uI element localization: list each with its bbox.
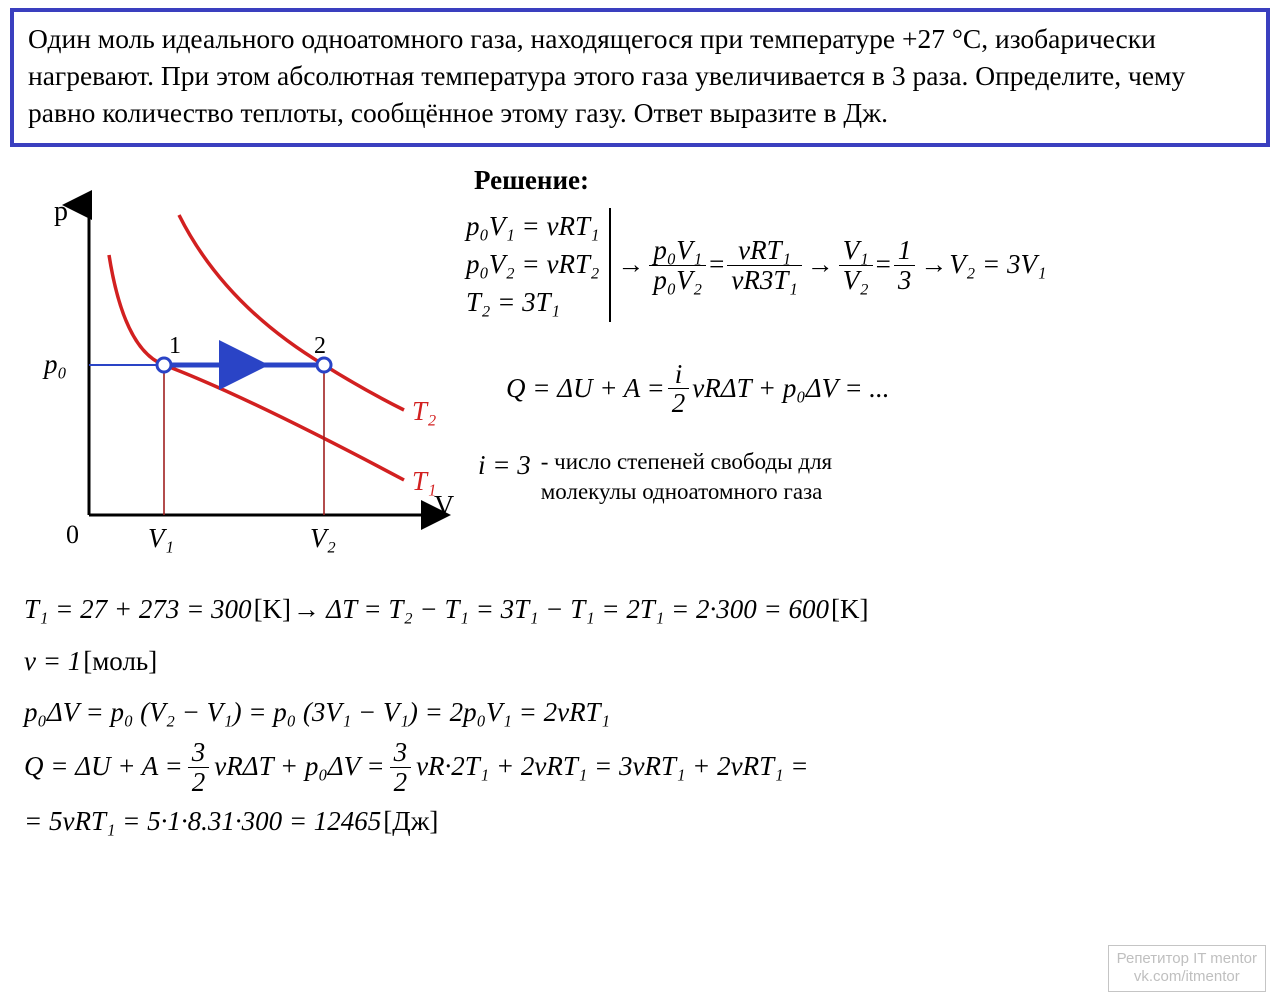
frac-i2: i 2 <box>668 360 690 418</box>
t2-label: T₂ <box>412 396 436 426</box>
watermark-title: Репетитор IT mentor <box>1117 950 1257 969</box>
calc-temperature: T₁ = 27 + 273 = 300[K] → ΔT = T₂ − T₁ = … <box>24 584 1256 635</box>
origin-label: 0 <box>66 520 79 549</box>
watermark-link: vk.com/itmentor <box>1117 968 1257 987</box>
degrees-of-freedom: i = 3 - число степеней свободы для молек… <box>466 447 1260 507</box>
calculation-steps: T₁ = 27 + 273 = 300[K] → ΔT = T₂ − T₁ = … <box>0 570 1280 847</box>
calc-moles: ν = 1[моль] <box>24 636 1256 687</box>
problem-text: Один моль идеального одноатомного газа, … <box>28 23 1185 128</box>
v2-label: V₂ <box>310 523 336 553</box>
calc-heat: Q = ΔU + A = 32 νRΔT + p₀ΔV = 32 νR·2T₁ … <box>24 738 1256 796</box>
frac-p0v: p₀V₁ p₀V₂ <box>649 236 706 294</box>
frac-result-ratio: 1 3 <box>894 236 916 294</box>
t1-label: T₁ <box>412 466 436 496</box>
point1-label: 1 <box>169 333 181 359</box>
point2-label: 2 <box>314 333 326 359</box>
p0-label: p₀ <box>42 349 67 379</box>
pv-diagram: p V 0 p₀ V₁ V₂ T₁ T₂ 1 2 <box>24 165 454 570</box>
solution-heading: Решение: <box>466 165 1260 196</box>
frac-V-ratio: V₁ V₂ <box>839 236 873 294</box>
axis-p-label: p <box>54 196 68 227</box>
gas-law-system: p₀V₁ = νRT₁ p₀V₂ = νRT₂ T₂ = 3T₁ → p₀V₁ … <box>466 208 1260 321</box>
watermark: Репетитор IT mentor vk.com/itmentor <box>1108 945 1266 993</box>
solution-text: Решение: p₀V₁ = νRT₁ p₀V₂ = νRT₂ T₂ = 3T… <box>454 165 1260 570</box>
problem-statement: Один моль идеального одноатомного газа, … <box>10 8 1270 147</box>
calc-final: = 5νRT₁ = 5·1·8.31·300 = 12465[Дж] <box>24 796 1256 847</box>
v1-label: V₁ <box>148 523 174 553</box>
heat-equation: Q = ΔU + A = i 2 νRΔT + p₀ΔV = ... <box>466 360 1260 418</box>
calc-work: p₀ΔV = p₀ (V₂ − V₁) = p₀ (3V₁ − V₁) = 2p… <box>24 687 1256 738</box>
solution-area: p V 0 p₀ V₁ V₂ T₁ T₂ 1 2 Решение: p₀V₁ =… <box>0 165 1280 570</box>
axis-v-label: V <box>434 491 454 522</box>
frac-nuRT: νRT₁ νR3T₁ <box>727 236 801 294</box>
